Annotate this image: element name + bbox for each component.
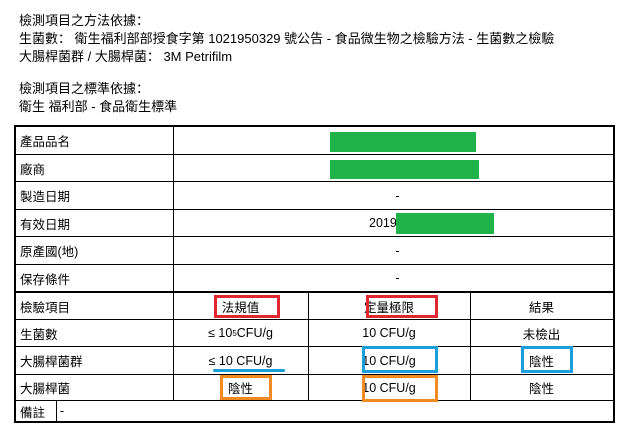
test-item: 大腸桿菌群 xyxy=(20,355,83,369)
info-label: 產品品名 xyxy=(20,135,71,149)
test-quant: 10 CFU/g xyxy=(362,380,416,395)
remark-label: 備註 xyxy=(20,405,46,420)
standard-title: 檢測項目之標準依據： xyxy=(19,81,150,96)
remark-value: - xyxy=(60,404,65,418)
info-row-manufacturer: 廠商 xyxy=(16,155,613,182)
header-item: 檢驗項目 xyxy=(20,300,71,315)
method-line-1: 生菌數： 衛生福利部部授食字第 1021950329 號公告 - 食品微生物之檢… xyxy=(19,31,555,46)
info-label: 製造日期 xyxy=(20,190,71,204)
column-divider xyxy=(173,127,174,400)
report-table: 產品品名 廠商 製造日期 - 有效日期 2019 原產國(地) - 保存條件 -… xyxy=(14,125,615,423)
info-value: - xyxy=(395,243,400,258)
info-row-origin: 原產國(地) - xyxy=(16,237,613,265)
standard-line: 衛生 福利部 - 食品衛生標準 xyxy=(19,99,178,114)
column-divider xyxy=(56,401,57,421)
method-title: 檢測項目之方法依據： xyxy=(19,13,150,28)
test-result: 陰性 xyxy=(528,382,554,396)
info-label: 有效日期 xyxy=(20,217,71,232)
info-value: - xyxy=(395,271,400,285)
info-label: 廠商 xyxy=(20,162,46,177)
test-item: 大腸桿菌 xyxy=(20,382,71,396)
underline-coliform-limit xyxy=(213,369,285,372)
info-row-manufacture-date: 製造日期 - xyxy=(16,182,613,210)
test-row-ecoli: 大腸桿菌 陰性 10 CFU/g 陰性 xyxy=(16,375,613,401)
highlight-limit-header xyxy=(214,295,280,318)
info-row-expiry-date: 有效日期 2019 xyxy=(16,210,613,237)
limit-prefix: ≤ 10 xyxy=(208,326,233,340)
test-quant: 10 CFU/g xyxy=(362,353,416,368)
header-result: 結果 xyxy=(528,300,554,315)
highlight-coliform-result xyxy=(521,346,573,373)
highlight-coliform-quant xyxy=(362,346,438,373)
info-label: 保存條件 xyxy=(20,272,71,287)
test-row-total-count: 生菌數 ≤ 10 5 CFU/g 10 CFU/g 未檢出 xyxy=(16,320,613,347)
highlight-ecoli-limit xyxy=(220,375,272,400)
info-row-product-name: 產品品名 xyxy=(16,127,613,155)
test-limit: ≤ 10 CFU/g xyxy=(208,353,273,368)
redacted-manufacturer xyxy=(330,160,479,179)
info-value: 2019 xyxy=(369,216,397,230)
method-line-2: 大腸桿菌群 / 大腸桿菌： 3M Petrifilm xyxy=(19,49,233,64)
test-row-coliform: 大腸桿菌群 ≤ 10 CFU/g 10 CFU/g 陰性 xyxy=(16,347,613,375)
test-result: 陰性 xyxy=(528,355,554,369)
test-item: 生菌數 xyxy=(20,327,58,342)
info-row-storage: 保存條件 - xyxy=(16,265,613,293)
remark-row: 備註 - xyxy=(16,401,613,421)
test-limit: 陰性 xyxy=(227,382,253,396)
highlight-ecoli-quant xyxy=(362,375,438,402)
highlight-quant-header xyxy=(366,295,438,318)
info-value: - xyxy=(395,188,400,203)
header-limit: 法規值 xyxy=(221,300,260,315)
test-result: 未檢出 xyxy=(522,327,561,342)
redacted-product-name xyxy=(330,132,476,152)
header-quant: 定量極限 xyxy=(363,300,414,315)
test-header-row: 檢驗項目 法規值 定量極限 結果 xyxy=(16,293,613,320)
test-quant: 10 CFU/g xyxy=(362,326,416,340)
info-label: 原產國(地) xyxy=(20,245,79,259)
limit-suffix: CFU/g xyxy=(236,326,273,340)
test-limit: ≤ 10 5 CFU/g xyxy=(173,320,308,346)
limit-exponent: 5 xyxy=(232,328,237,338)
redacted-expiry-date xyxy=(396,213,494,234)
